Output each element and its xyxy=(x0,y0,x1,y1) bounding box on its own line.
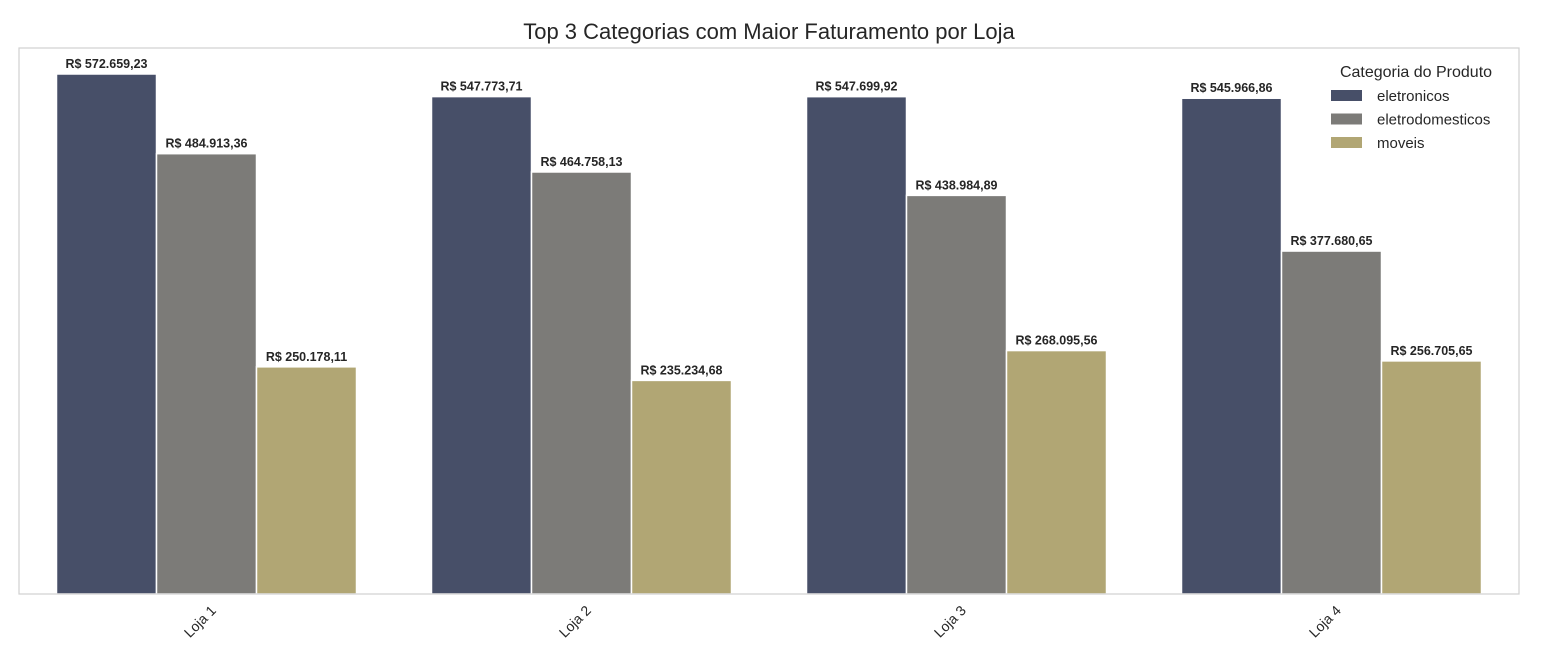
data-label-eletrodomesticos-loja-2: R$ 464.758,13 xyxy=(540,155,622,169)
bar-moveis-loja-4 xyxy=(1380,360,1483,595)
bar-moveis-loja-1 xyxy=(255,366,358,595)
bars-layer xyxy=(55,73,1483,595)
legend-swatch-eletrodomesticos xyxy=(1331,113,1362,125)
bar-eletronicos-loja-4 xyxy=(1180,97,1283,595)
bar-eletrodomesticos-loja-3 xyxy=(905,194,1008,595)
x-tick-label-loja-1: Loja 1 xyxy=(181,602,219,640)
bar-moveis-loja-3 xyxy=(1005,349,1108,595)
data-label-moveis-loja-3: R$ 268.095,56 xyxy=(1015,334,1097,348)
data-label-eletrodomesticos-loja-1: R$ 484.913,36 xyxy=(165,137,247,151)
bar-eletrodomesticos-loja-2 xyxy=(530,171,633,595)
data-label-eletronicos-loja-1: R$ 572.659,23 xyxy=(65,57,147,71)
legend-label-eletrodomesticos: eletrodomesticos xyxy=(1377,112,1490,129)
bar-eletronicos-loja-3 xyxy=(805,95,908,595)
bar-eletrodomesticos-loja-4 xyxy=(1280,250,1383,595)
data-label-moveis-loja-4: R$ 256.705,65 xyxy=(1390,344,1472,358)
legend-label-eletronicos: eletronicos xyxy=(1377,88,1450,105)
data-label-eletrodomesticos-loja-4: R$ 377.680,65 xyxy=(1290,234,1372,248)
x-tick-label-loja-2: Loja 2 xyxy=(556,602,594,640)
chart-title: Top 3 Categorias com Maior Faturamento p… xyxy=(523,19,1015,44)
data-label-eletronicos-loja-4: R$ 545.966,86 xyxy=(1190,81,1272,95)
x-tick-label-loja-3: Loja 3 xyxy=(931,602,969,640)
data-label-eletrodomesticos-loja-3: R$ 438.984,89 xyxy=(915,178,997,192)
data-label-eletronicos-loja-2: R$ 547.773,71 xyxy=(440,80,522,94)
data-labels-layer: R$ 572.659,23 R$ 484.913,36 R$ 250.178,11 R… xyxy=(65,57,1472,377)
legend-label-moveis: moveis xyxy=(1377,135,1425,152)
data-label-eletronicos-loja-3: R$ 547.699,92 xyxy=(815,80,897,94)
legend-title: Categoria do Produto xyxy=(1340,64,1492,81)
legend-swatch-moveis xyxy=(1331,137,1362,148)
plot-frame xyxy=(18,47,1520,595)
bar-eletronicos-loja-1 xyxy=(55,73,158,595)
bar-moveis-loja-2 xyxy=(630,379,733,595)
data-label-moveis-loja-1: R$ 250.178,11 xyxy=(266,350,347,364)
x-tick-labels: Loja 1 Loja 2 Loja 3 Loja 4 xyxy=(181,602,1344,640)
data-label-moveis-loja-2: R$ 235.234,68 xyxy=(640,363,722,377)
bar-eletrodomesticos-loja-1 xyxy=(155,152,258,595)
x-tick-label-loja-4: Loja 4 xyxy=(1306,602,1344,640)
legend: Categoria do Produto eletronicos eletrodo… xyxy=(1331,64,1492,152)
legend-swatch-eletronicos xyxy=(1331,90,1362,101)
bar-eletronicos-loja-2 xyxy=(430,95,533,595)
